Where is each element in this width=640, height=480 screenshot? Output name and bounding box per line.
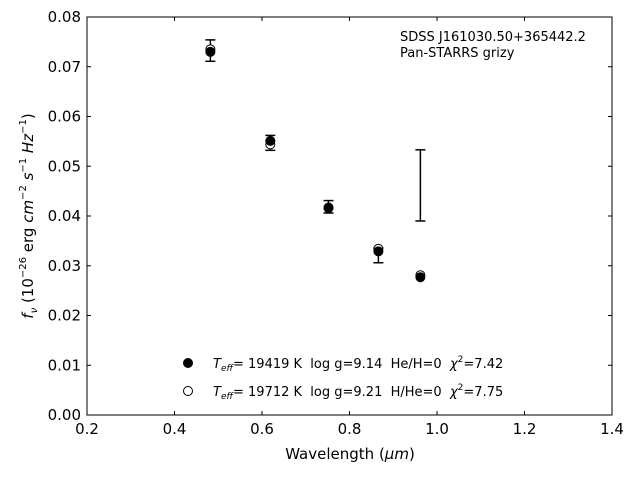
x-tick-label: 0.2 [75, 420, 99, 438]
model-point-filled [265, 135, 276, 146]
y-tick-label: 0.03 [48, 257, 81, 275]
y-tick-label: 0.05 [48, 157, 81, 175]
y-tick-label: 0.00 [48, 406, 81, 424]
axis-ticks: 0.2 0.4 0.6 0.8 1.0 1.2 1.4 0.00 0.01 0.02 0.03 0.0… [48, 8, 624, 438]
x-tick-label: 1.2 [513, 420, 537, 438]
x-axis-label: Wavelength (μm) [285, 445, 415, 463]
y-tick-label: 0.07 [48, 58, 81, 76]
model-point-filled [323, 203, 334, 214]
y-tick-label: 0.02 [48, 307, 81, 325]
x-tick-label: 1.0 [425, 420, 449, 438]
x-tick-label: 0.8 [338, 420, 362, 438]
model-point-filled [415, 272, 426, 283]
legend-marker-filled [183, 358, 193, 368]
error-bar [415, 149, 426, 222]
plot-frame [86, 16, 613, 416]
y-axis-label: fν (10−26 erg cm−2 s−1 Hz−1) [18, 113, 40, 318]
legend-label-filled: Teff= 19419 K log g=9.14 He/H=0 χ2=7.42 [213, 355, 503, 374]
model-point-filled [205, 46, 216, 57]
y-tick-label: 0.04 [48, 207, 81, 225]
x-tick-label: 0.4 [163, 420, 187, 438]
x-tick-label: 0.6 [250, 420, 274, 438]
y-tick-label: 0.01 [48, 356, 81, 374]
y-tick-label: 0.06 [48, 108, 81, 126]
legend-marker-open [183, 386, 193, 396]
annotation-object-name: SDSS J161030.50+365442.2 [400, 30, 586, 45]
model-point-filled [373, 246, 384, 257]
x-tick-label: 1.4 [600, 420, 624, 438]
annotation-survey: Pan-STARRS grizy [400, 46, 515, 61]
y-tick-label: 0.08 [48, 8, 81, 26]
data-points [205, 44, 426, 283]
legend: Teff= 19419 K log g=9.14 He/H=0 χ2=7.42 … [183, 355, 503, 402]
legend-label-open: Teff= 19712 K log g=9.21 H/He=0 χ2=7.75 [213, 383, 503, 402]
